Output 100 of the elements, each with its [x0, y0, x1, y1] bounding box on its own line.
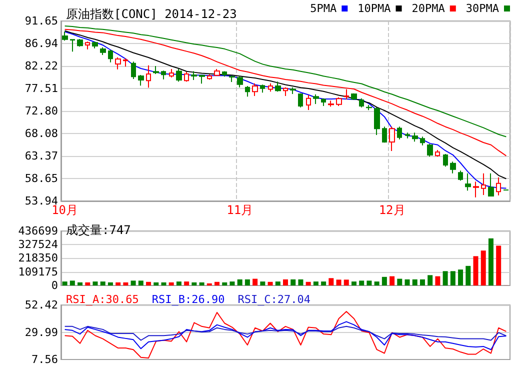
candlestick — [138, 74, 144, 86]
candlestick — [245, 86, 250, 98]
text: RSI_C:27.04 — [238, 293, 311, 306]
y-tick-label: 82.22 — [24, 60, 58, 73]
candlestick — [397, 126, 402, 140]
bar — [458, 270, 464, 286]
bar — [480, 250, 486, 286]
candlestick — [443, 153, 448, 168]
candlestick — [298, 92, 303, 108]
candlestick — [176, 68, 182, 82]
candlestick — [100, 46, 106, 56]
candlestick — [169, 68, 174, 78]
y-tick-label: 77.51 — [24, 82, 58, 95]
line-series — [64, 310, 507, 358]
candlestick — [131, 61, 136, 80]
candlestick — [290, 86, 296, 94]
bar — [130, 280, 136, 286]
candlestick — [115, 56, 121, 70]
line-series — [64, 326, 507, 341]
y-tick-label: 52.42 — [24, 298, 58, 312]
bar — [336, 280, 342, 286]
line-series — [64, 321, 507, 350]
bar — [168, 282, 174, 286]
bar — [442, 271, 448, 286]
bar — [252, 278, 258, 286]
bar — [78, 282, 83, 286]
bar — [290, 279, 296, 286]
y-tick-label: 109175 — [18, 265, 58, 278]
bar — [154, 282, 159, 286]
bar — [473, 256, 478, 286]
y-tick-label: 327524 — [18, 238, 58, 252]
candlestick — [389, 126, 395, 152]
candlestick — [283, 86, 288, 96]
bar — [176, 282, 182, 286]
bar — [328, 278, 334, 286]
bar — [123, 282, 128, 286]
bar — [428, 275, 433, 286]
bar — [374, 282, 380, 286]
bar — [450, 271, 456, 286]
bar — [404, 279, 410, 286]
candlestick — [488, 172, 494, 196]
line-series — [64, 28, 507, 156]
candlestick — [92, 41, 98, 49]
bar — [70, 280, 75, 286]
y-tick-label: 0 — [51, 279, 58, 292]
candlestick — [108, 49, 113, 63]
bar — [466, 266, 471, 286]
candlestick — [405, 132, 410, 139]
candlestick — [214, 68, 220, 76]
bar — [313, 282, 318, 286]
candlestick — [191, 70, 197, 80]
bar — [382, 276, 387, 286]
y-tick-label: 29.99 — [24, 326, 58, 339]
candlestick — [450, 161, 456, 174]
bar — [306, 282, 311, 286]
candlestick — [70, 38, 75, 52]
legend-label: 10PMA — [358, 2, 392, 15]
candlestick — [275, 81, 281, 92]
legend-label: 20PMA — [412, 2, 446, 15]
candlestick — [268, 82, 273, 92]
candlestick — [473, 181, 479, 198]
x-tick-label: 10月 — [52, 203, 78, 217]
bar — [435, 276, 440, 286]
y-tick-label: 7.56 — [32, 353, 58, 365]
bar — [390, 276, 395, 286]
bar — [146, 282, 152, 286]
candlestick — [321, 98, 326, 107]
candlestick — [161, 70, 166, 80]
candlestick — [465, 172, 471, 192]
candlestick — [435, 149, 440, 158]
bar — [359, 280, 364, 286]
candlestick — [366, 104, 372, 111]
bar — [344, 280, 349, 286]
y-tick-label: 91.65 — [24, 14, 58, 28]
candlestick — [420, 136, 425, 146]
y-tick-label: 68.08 — [24, 127, 58, 140]
bar — [222, 282, 228, 286]
candlestick — [481, 172, 486, 196]
bar — [199, 282, 204, 286]
chart-title: 原油指数[CONC] 2014-12-23 — [66, 7, 237, 21]
x-tick-label: 12月 — [378, 203, 406, 217]
bar — [496, 246, 502, 286]
bar — [268, 282, 273, 286]
bar — [184, 282, 190, 286]
candlestick — [222, 70, 227, 78]
y-tick-label: 72.80 — [24, 104, 58, 118]
candlestick — [146, 64, 151, 88]
bar — [298, 279, 304, 286]
candlestick — [351, 92, 357, 100]
legend-label: 5PMA — [310, 2, 338, 15]
candlestick — [184, 71, 189, 82]
candlestick — [306, 94, 311, 110]
bar — [161, 282, 166, 286]
bar — [283, 279, 288, 286]
y-tick-label: 436699 — [18, 224, 58, 238]
bar — [237, 279, 242, 286]
candlestick — [412, 132, 418, 142]
bar — [275, 282, 280, 286]
candlestick — [336, 96, 342, 107]
bar — [412, 279, 418, 286]
